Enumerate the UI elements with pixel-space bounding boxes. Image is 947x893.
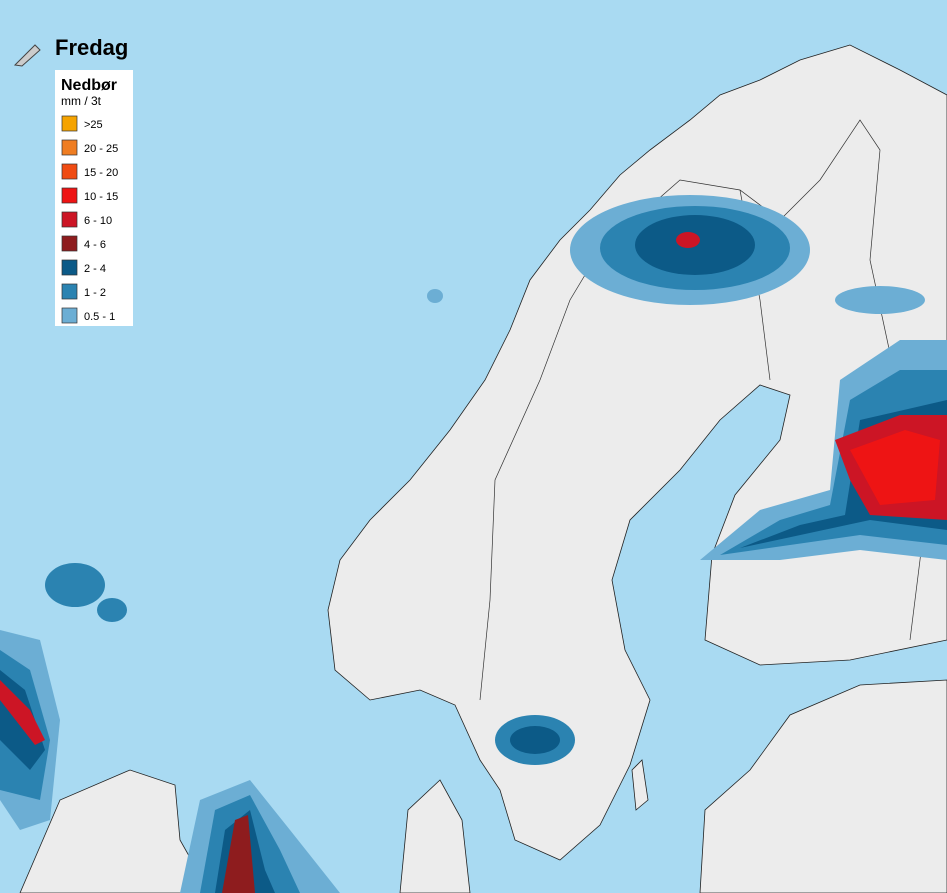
precipitation — [0, 195, 947, 893]
legend-label: 0.5 - 1 — [84, 311, 115, 323]
map-title: Fredag — [55, 35, 128, 60]
legend-swatch — [61, 235, 78, 252]
legend-label: 1 - 2 — [84, 287, 106, 299]
denmark — [399, 779, 471, 893]
scotland — [19, 769, 211, 893]
legend: Nedbør mm / 3t >25 20 - 25 15 - 20 10 - 15 6… — [55, 70, 133, 326]
legend-label: >25 — [84, 119, 103, 131]
baltic-land — [699, 679, 947, 893]
legend-swatch — [61, 259, 78, 276]
legend-swatch — [61, 187, 78, 204]
legend-swatch — [61, 163, 78, 180]
gotland — [631, 759, 649, 811]
legend-unit: mm / 3t — [61, 94, 102, 108]
legend-swatch — [61, 211, 78, 228]
legend-label: 4 - 6 — [84, 239, 106, 251]
legend-swatch — [61, 307, 78, 324]
legend-swatch — [61, 283, 78, 300]
legend-swatch — [61, 115, 78, 132]
legend-swatch — [61, 139, 78, 156]
legend-label: 20 - 25 — [84, 143, 118, 155]
legend-title: Nedbør — [61, 77, 117, 94]
legend-label: 10 - 15 — [84, 191, 118, 203]
day-icon — [13, 44, 41, 67]
legend-label: 6 - 10 — [84, 215, 112, 227]
legend-label: 15 - 20 — [84, 167, 118, 179]
legend-label: 2 - 4 — [84, 263, 106, 275]
